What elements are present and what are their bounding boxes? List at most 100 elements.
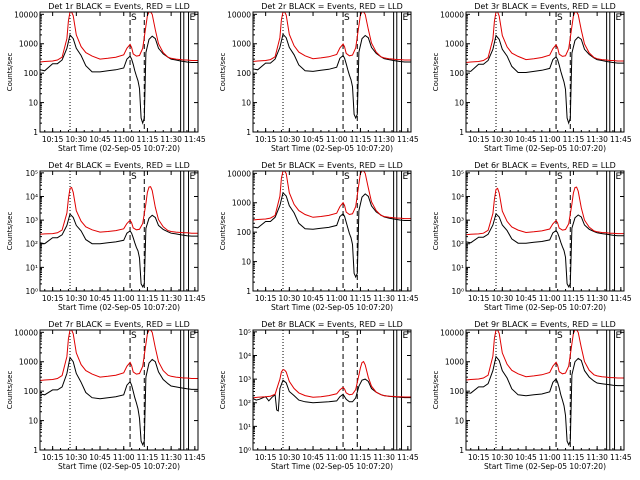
x-tick-label: 10:30 xyxy=(66,294,88,303)
series-group xyxy=(253,171,411,279)
y-tick-label: 10000 xyxy=(440,10,464,19)
x-tick-label: 11:00 xyxy=(113,453,135,462)
x-tick-label: 10:45 xyxy=(89,294,111,303)
panel-title: Det 1r BLACK = Events, RED = LLD xyxy=(48,2,190,11)
x-tick-label: 10:30 xyxy=(66,135,88,144)
series-group xyxy=(40,330,198,447)
y-tick-label: 10⁴ xyxy=(451,192,464,201)
x-axis-label: Start Time (02-Sep-05 10:07:20) xyxy=(271,303,393,312)
y-axis-label: Counts/sec xyxy=(219,212,227,251)
series-lld-line xyxy=(466,12,624,63)
x-tick-label: 11:45 xyxy=(184,453,206,462)
series-events-line xyxy=(253,33,411,120)
series-lld-line xyxy=(253,360,411,399)
y-tick-label: 10⁵ xyxy=(451,169,464,178)
panel-title: Det 2r BLACK = Events, RED = LLD xyxy=(261,2,403,11)
y-tick-label: 1000 xyxy=(232,40,251,49)
y-tick-label: 10000 xyxy=(227,10,251,19)
series-events-line xyxy=(40,356,198,447)
x-tick-label: 11:30 xyxy=(373,294,395,303)
x-tick-label: 10:15 xyxy=(255,135,277,144)
x-tick-label: 10:30 xyxy=(279,135,301,144)
x-tick-label: 10:30 xyxy=(66,453,88,462)
marker-label-S: S xyxy=(131,13,137,23)
marker-label-S: S xyxy=(131,172,137,182)
x-tick-label: 11:30 xyxy=(373,453,395,462)
series-group xyxy=(40,12,198,125)
series-group xyxy=(40,186,198,288)
x-tick-label: 11:30 xyxy=(586,294,608,303)
series-group xyxy=(466,330,624,447)
x-tick-label: 11:30 xyxy=(160,135,182,144)
x-tick-label: 10:30 xyxy=(279,453,301,462)
marker-label-S: S xyxy=(131,331,137,341)
series-events-line xyxy=(466,212,624,288)
panel-title: Det 7r BLACK = Events, RED = LLD xyxy=(48,320,190,329)
plot-frame xyxy=(39,329,199,451)
series-events-line xyxy=(40,33,198,125)
x-axis-label: Start Time (02-Sep-05 10:07:20) xyxy=(58,144,180,153)
x-tick-label: 11:45 xyxy=(184,135,206,144)
y-tick-label: 10² xyxy=(25,240,38,249)
x-tick-label: 11:15 xyxy=(137,294,159,303)
y-tick-label: 100 xyxy=(24,387,39,396)
plot-frame xyxy=(252,11,412,133)
series-lld-line xyxy=(466,186,624,236)
x-tick-label: 10:30 xyxy=(492,453,514,462)
x-tick-label: 11:45 xyxy=(610,135,632,144)
y-axis-label: Counts/sec xyxy=(432,371,440,410)
x-tick-label: 11:45 xyxy=(610,453,632,462)
series-lld-line xyxy=(253,171,411,221)
x-axis-label: Start Time (02-Sep-05 10:07:20) xyxy=(58,462,180,471)
series-events-line xyxy=(253,191,411,279)
y-tick-label: 1000 xyxy=(19,40,38,49)
marker-label-E: E xyxy=(403,13,409,23)
x-tick-label: 11:15 xyxy=(137,135,159,144)
x-tick-label: 10:45 xyxy=(515,294,537,303)
series-events-line xyxy=(466,34,624,125)
x-axis-label: Start Time (02-Sep-05 10:07:20) xyxy=(271,144,393,153)
x-tick-label: 11:45 xyxy=(184,294,206,303)
x-tick-label: 11:00 xyxy=(326,294,348,303)
x-tick-label: 10:45 xyxy=(515,135,537,144)
y-tick-label: 1 xyxy=(33,446,38,455)
y-tick-label: 100 xyxy=(450,69,465,78)
x-tick-label: 11:15 xyxy=(137,453,159,462)
panel-title: Det 4r BLACK = Events, RED = LLD xyxy=(48,161,190,170)
y-tick-label: 10⁴ xyxy=(25,192,38,201)
y-axis-label: Counts/sec xyxy=(219,371,227,410)
x-axis-label: Start Time (02-Sep-05 10:07:20) xyxy=(484,462,606,471)
x-tick-label: 11:00 xyxy=(326,453,348,462)
marker-label-S: S xyxy=(344,331,350,341)
x-tick-label: 11:45 xyxy=(397,135,419,144)
plot-frame xyxy=(465,170,625,292)
y-axis-label: Counts/sec xyxy=(432,212,440,251)
marker-label-E: E xyxy=(403,172,409,182)
x-tick-label: 10:45 xyxy=(89,453,111,462)
y-tick-label: 10⁰ xyxy=(238,446,251,455)
x-tick-label: 11:15 xyxy=(350,453,372,462)
marker-label-S: S xyxy=(557,172,563,182)
x-tick-label: 10:15 xyxy=(255,453,277,462)
y-tick-label: 10 xyxy=(454,417,464,426)
y-tick-label: 1 xyxy=(246,287,251,296)
y-tick-label: 10⁴ xyxy=(238,351,251,360)
marker-label-S: S xyxy=(557,13,563,23)
x-tick-label: 10:15 xyxy=(42,135,64,144)
y-tick-label: 10⁵ xyxy=(238,328,251,337)
series-lld-line xyxy=(253,12,411,62)
marker-label-E: E xyxy=(616,172,622,182)
y-tick-label: 1 xyxy=(246,128,251,137)
x-tick-label: 10:45 xyxy=(515,453,537,462)
y-tick-label: 100 xyxy=(24,69,39,78)
panel-title: Det 6r BLACK = Events, RED = LLD xyxy=(474,161,616,170)
plot-frame xyxy=(252,170,412,292)
y-tick-label: 10⁰ xyxy=(451,287,464,296)
x-tick-label: 11:30 xyxy=(160,294,182,303)
y-tick-label: 10¹ xyxy=(238,422,251,431)
y-tick-label: 10 xyxy=(241,99,251,108)
